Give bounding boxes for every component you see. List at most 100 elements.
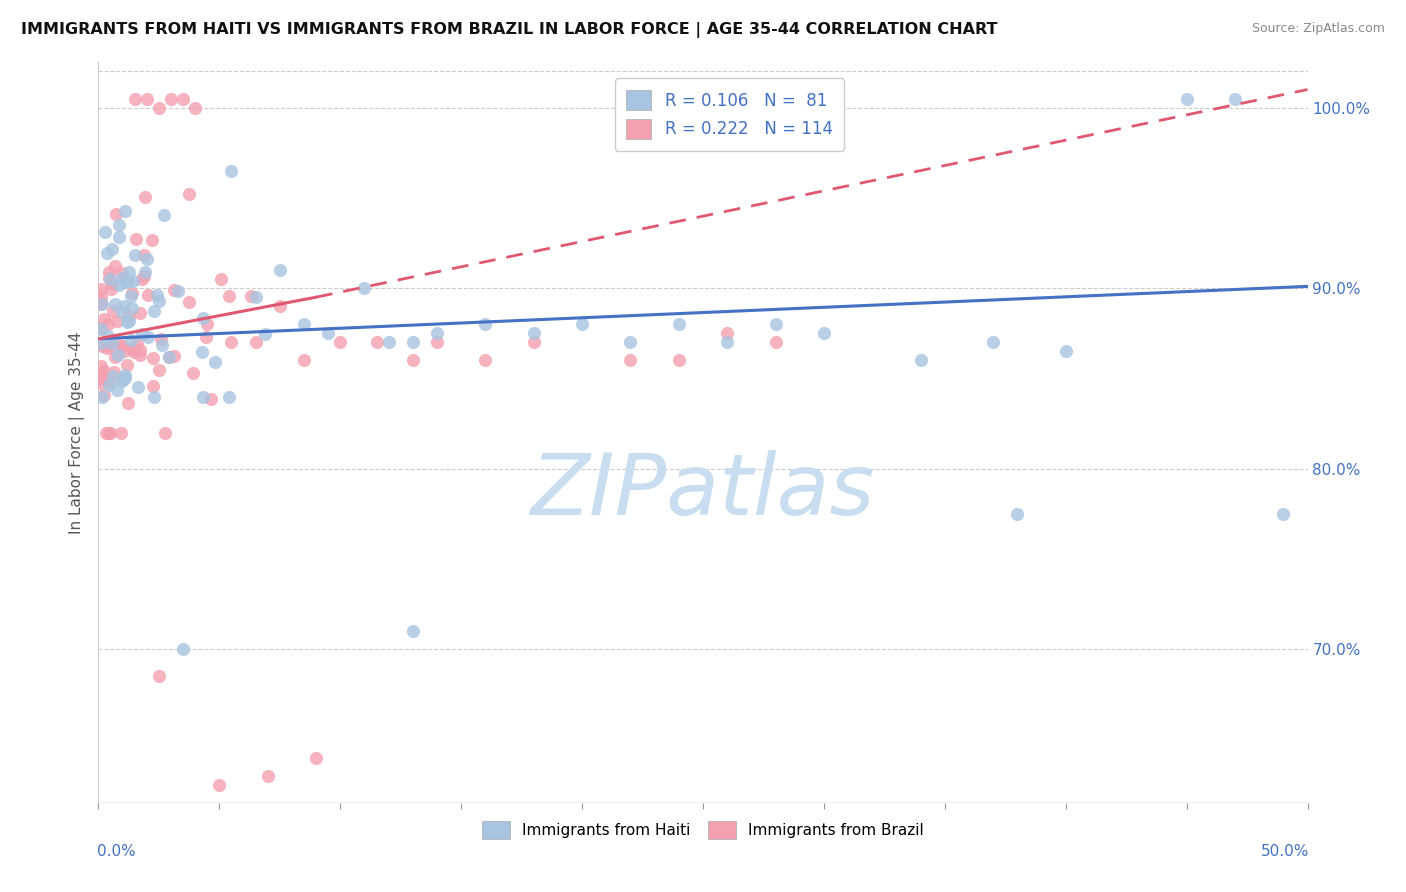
Point <box>157 350 180 364</box>
Point <box>129 305 152 319</box>
Point <box>668 318 690 332</box>
Point <box>124 91 146 105</box>
Text: ZIPatlas: ZIPatlas <box>531 450 875 533</box>
Point <box>127 337 149 351</box>
Point <box>172 91 194 105</box>
Point <box>90 376 112 390</box>
Point <box>93 388 115 402</box>
Point <box>115 276 138 290</box>
Point <box>115 315 138 329</box>
Point <box>269 263 291 277</box>
Point <box>90 288 112 302</box>
Point <box>96 245 118 260</box>
Point <box>245 335 267 350</box>
Point <box>97 328 120 343</box>
Text: Source: ZipAtlas.com: Source: ZipAtlas.com <box>1251 22 1385 36</box>
Point <box>716 326 738 341</box>
Point <box>402 335 425 350</box>
Point <box>124 232 146 246</box>
Point <box>128 348 150 362</box>
Point <box>148 101 170 115</box>
Point <box>97 271 120 285</box>
Point <box>253 326 276 341</box>
Point <box>765 335 787 350</box>
Point <box>474 318 496 332</box>
Point <box>146 287 169 301</box>
Point <box>114 371 136 385</box>
Point <box>1007 507 1029 521</box>
Point <box>117 274 139 288</box>
Point <box>100 282 122 296</box>
Point <box>208 778 231 792</box>
Point <box>90 390 112 404</box>
Point <box>813 326 835 341</box>
Point <box>127 380 149 394</box>
Point <box>135 91 157 105</box>
Point <box>305 750 328 764</box>
Point <box>148 294 170 309</box>
Point <box>218 390 240 404</box>
Point <box>668 353 690 368</box>
Text: 50.0%: 50.0% <box>1260 844 1309 858</box>
Point <box>163 349 186 363</box>
Point <box>619 335 641 350</box>
Point <box>105 314 128 328</box>
Point <box>103 259 125 273</box>
Point <box>195 330 218 344</box>
Point <box>107 348 129 362</box>
Point <box>1054 344 1077 359</box>
Point <box>96 341 118 355</box>
Point <box>121 285 143 300</box>
Point <box>181 366 204 380</box>
Point <box>104 351 127 365</box>
Point <box>120 289 142 303</box>
Point <box>256 769 278 783</box>
Point <box>90 366 112 380</box>
Point <box>474 353 496 368</box>
Point <box>142 379 165 393</box>
Point <box>107 277 129 292</box>
Point <box>353 281 375 295</box>
Point <box>134 265 156 279</box>
Point <box>150 332 173 346</box>
Point <box>97 375 120 389</box>
Point <box>209 272 232 286</box>
Point <box>1223 91 1246 105</box>
Point <box>523 335 546 350</box>
Point <box>204 355 226 369</box>
Point <box>141 233 163 247</box>
Point <box>269 299 291 313</box>
Point <box>402 624 425 639</box>
Point <box>90 359 112 373</box>
Point <box>97 339 120 353</box>
Point <box>124 248 146 262</box>
Point <box>148 669 170 683</box>
Point <box>98 425 121 440</box>
Point <box>97 378 120 392</box>
Point <box>132 268 155 283</box>
Point <box>111 339 134 353</box>
Point <box>221 335 243 350</box>
Point <box>101 277 124 291</box>
Point <box>93 225 115 239</box>
Point <box>110 305 132 319</box>
Point <box>121 342 143 356</box>
Point <box>124 345 146 359</box>
Point <box>118 310 141 324</box>
Point <box>132 248 155 262</box>
Point <box>136 288 159 302</box>
Point <box>103 369 125 384</box>
Point <box>128 343 150 358</box>
Point <box>131 327 153 342</box>
Point <box>101 242 124 256</box>
Point <box>112 344 135 359</box>
Point <box>153 425 176 440</box>
Point <box>366 335 388 350</box>
Point <box>117 313 139 327</box>
Point <box>112 299 135 313</box>
Point <box>910 353 932 368</box>
Point <box>90 336 112 351</box>
Point <box>94 425 117 440</box>
Point <box>90 371 112 385</box>
Y-axis label: In Labor Force | Age 35-44: In Labor Force | Age 35-44 <box>69 332 84 533</box>
